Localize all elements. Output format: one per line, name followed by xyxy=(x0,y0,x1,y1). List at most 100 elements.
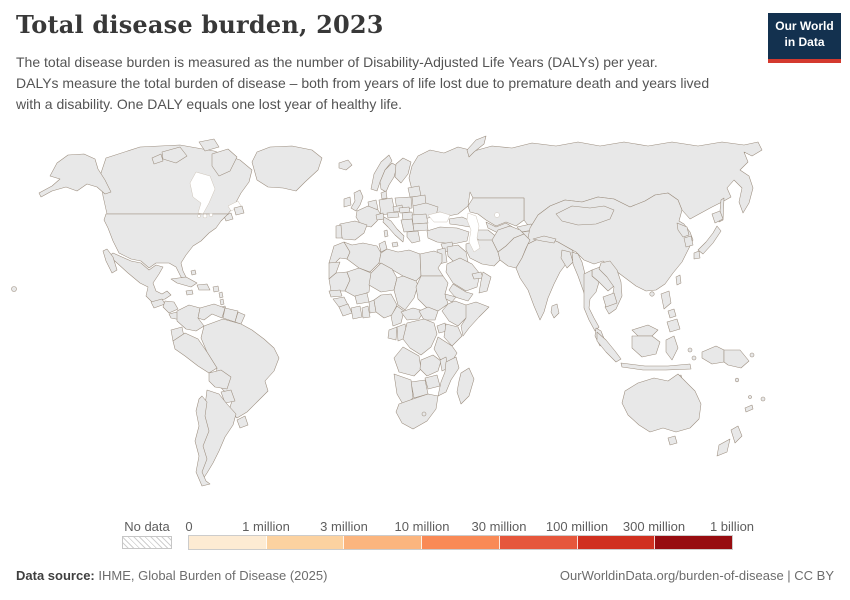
country-romania[interactable] xyxy=(411,213,429,225)
country-mexico[interactable] xyxy=(108,252,172,303)
country-peru[interactable] xyxy=(172,332,218,374)
country-madagascar[interactable] xyxy=(456,367,475,405)
country-uruguay[interactable] xyxy=(236,415,249,429)
country-ivory-coast[interactable] xyxy=(350,305,363,320)
country-south-korea[interactable] xyxy=(683,235,694,248)
country-zambia[interactable] xyxy=(419,354,442,377)
country-honduras-nicaragua[interactable] xyxy=(162,300,179,314)
country-algeria[interactable] xyxy=(343,241,382,273)
country-cameroon[interactable] xyxy=(390,305,405,327)
country-turkey[interactable] xyxy=(426,226,470,245)
country-philippines-mindanao[interactable] xyxy=(666,318,681,333)
country-puerto-rico[interactable] xyxy=(212,285,220,293)
country-portugal[interactable] xyxy=(335,224,343,239)
country-norway[interactable] xyxy=(370,154,393,192)
country-bangladesh[interactable] xyxy=(560,249,574,269)
country-denmark[interactable] xyxy=(380,190,388,200)
country-cambodia[interactable] xyxy=(602,292,618,308)
country-greenland[interactable] xyxy=(251,145,323,192)
country-venezuela[interactable] xyxy=(197,303,226,321)
country-spain[interactable] xyxy=(337,220,368,241)
country-russia[interactable] xyxy=(408,141,763,229)
legend-segment-1-3m[interactable] xyxy=(266,536,345,549)
country-baltic-states[interactable] xyxy=(407,185,422,198)
country-italy[interactable] xyxy=(382,216,405,243)
country-nepal[interactable] xyxy=(532,235,557,244)
country-new-britain[interactable] xyxy=(749,352,755,358)
legend-segment-30-100m[interactable] xyxy=(499,536,578,549)
country-lesser-antilles[interactable] xyxy=(218,291,224,299)
country-sweden[interactable] xyxy=(379,162,398,193)
country-south-sudan[interactable] xyxy=(418,306,439,321)
country-france[interactable] xyxy=(355,205,382,228)
legend-segment-300m-1b[interactable] xyxy=(655,536,733,549)
country-lesser-antilles[interactable] xyxy=(219,298,225,306)
country-sri-lanka[interactable] xyxy=(550,303,560,319)
country-somalia[interactable] xyxy=(460,301,490,337)
legend-segment-10-30m[interactable] xyxy=(422,536,500,549)
country-moluccas[interactable] xyxy=(687,347,693,353)
legend-segment-3-10m[interactable] xyxy=(344,536,423,549)
country-lesotho[interactable] xyxy=(421,411,427,417)
country-solomon-islands[interactable] xyxy=(734,377,740,383)
country-new-zealand-north[interactable] xyxy=(730,425,743,444)
country-new-zealand-south[interactable] xyxy=(716,438,731,457)
country-baja-california[interactable] xyxy=(102,248,118,274)
country-gabon[interactable] xyxy=(387,326,398,341)
legend-segment-0-1m[interactable] xyxy=(189,536,267,549)
country-sardinia[interactable] xyxy=(383,229,389,238)
country-bolivia[interactable] xyxy=(208,369,232,390)
country-ellesmere-island[interactable] xyxy=(198,138,220,152)
country-novaya-zemlya[interactable] xyxy=(466,135,487,158)
country-south-africa[interactable] xyxy=(395,393,439,430)
country-japan-kyushu[interactable] xyxy=(693,250,701,260)
country-chad[interactable] xyxy=(393,275,419,311)
country-sudan[interactable] xyxy=(415,275,449,312)
country-japan-hokkaido[interactable] xyxy=(711,210,724,224)
country-ghana[interactable] xyxy=(361,305,371,319)
owid-url-license-link[interactable]: OurWorldinData.org/burden-of-disease | C… xyxy=(559,568,834,583)
country-angola[interactable] xyxy=(393,346,422,377)
country-hainan[interactable] xyxy=(649,291,655,297)
country-sulawesi[interactable] xyxy=(665,335,679,361)
country-ireland[interactable] xyxy=(343,196,352,208)
country-mali[interactable] xyxy=(344,267,372,298)
country-victoria-island[interactable] xyxy=(161,146,188,164)
country-taiwan[interactable] xyxy=(675,274,682,286)
country-moluccas[interactable] xyxy=(691,355,697,361)
country-north-korea[interactable] xyxy=(676,222,690,238)
country-bulgaria[interactable] xyxy=(412,222,429,232)
country-philippines-visayas[interactable] xyxy=(667,308,677,319)
country-cuba[interactable] xyxy=(170,276,198,288)
country-usa[interactable] xyxy=(103,213,229,280)
country-saudi-arabia[interactable] xyxy=(445,257,481,292)
country-malaysia-borneo[interactable] xyxy=(631,324,659,337)
country-sumatra[interactable] xyxy=(596,331,622,363)
country-drc[interactable] xyxy=(402,318,438,356)
legend-no-data-swatch[interactable] xyxy=(122,536,172,549)
country-new-caledonia[interactable] xyxy=(744,404,754,413)
country-bahamas[interactable] xyxy=(190,269,197,276)
country-japan-honshu[interactable] xyxy=(697,225,722,255)
country-philippines-luzon[interactable] xyxy=(660,290,672,310)
country-papua-new-guinea[interactable] xyxy=(723,349,750,369)
country-java[interactable] xyxy=(620,362,692,371)
country-mozambique[interactable] xyxy=(437,356,460,397)
country-balkans[interactable] xyxy=(400,218,415,233)
country-west-papua[interactable] xyxy=(701,345,725,365)
country-baffin-island[interactable] xyxy=(211,148,238,177)
country-oman[interactable] xyxy=(478,271,492,294)
country-chile[interactable] xyxy=(194,395,211,487)
country-kalimantan[interactable] xyxy=(631,335,661,358)
country-iceland[interactable] xyxy=(338,159,353,171)
country-finland[interactable] xyxy=(394,157,412,184)
country-kazakhstan[interactable] xyxy=(467,197,525,227)
country-egypt[interactable] xyxy=(419,250,444,277)
country-jamaica[interactable] xyxy=(185,289,194,296)
country-vanuatu[interactable] xyxy=(748,395,752,399)
country-alaska[interactable] xyxy=(38,153,112,198)
country-hispaniola[interactable] xyxy=(196,283,211,291)
country-newfoundland[interactable] xyxy=(233,205,245,216)
country-tasmania[interactable] xyxy=(667,435,678,446)
country-paraguay[interactable] xyxy=(220,389,236,404)
